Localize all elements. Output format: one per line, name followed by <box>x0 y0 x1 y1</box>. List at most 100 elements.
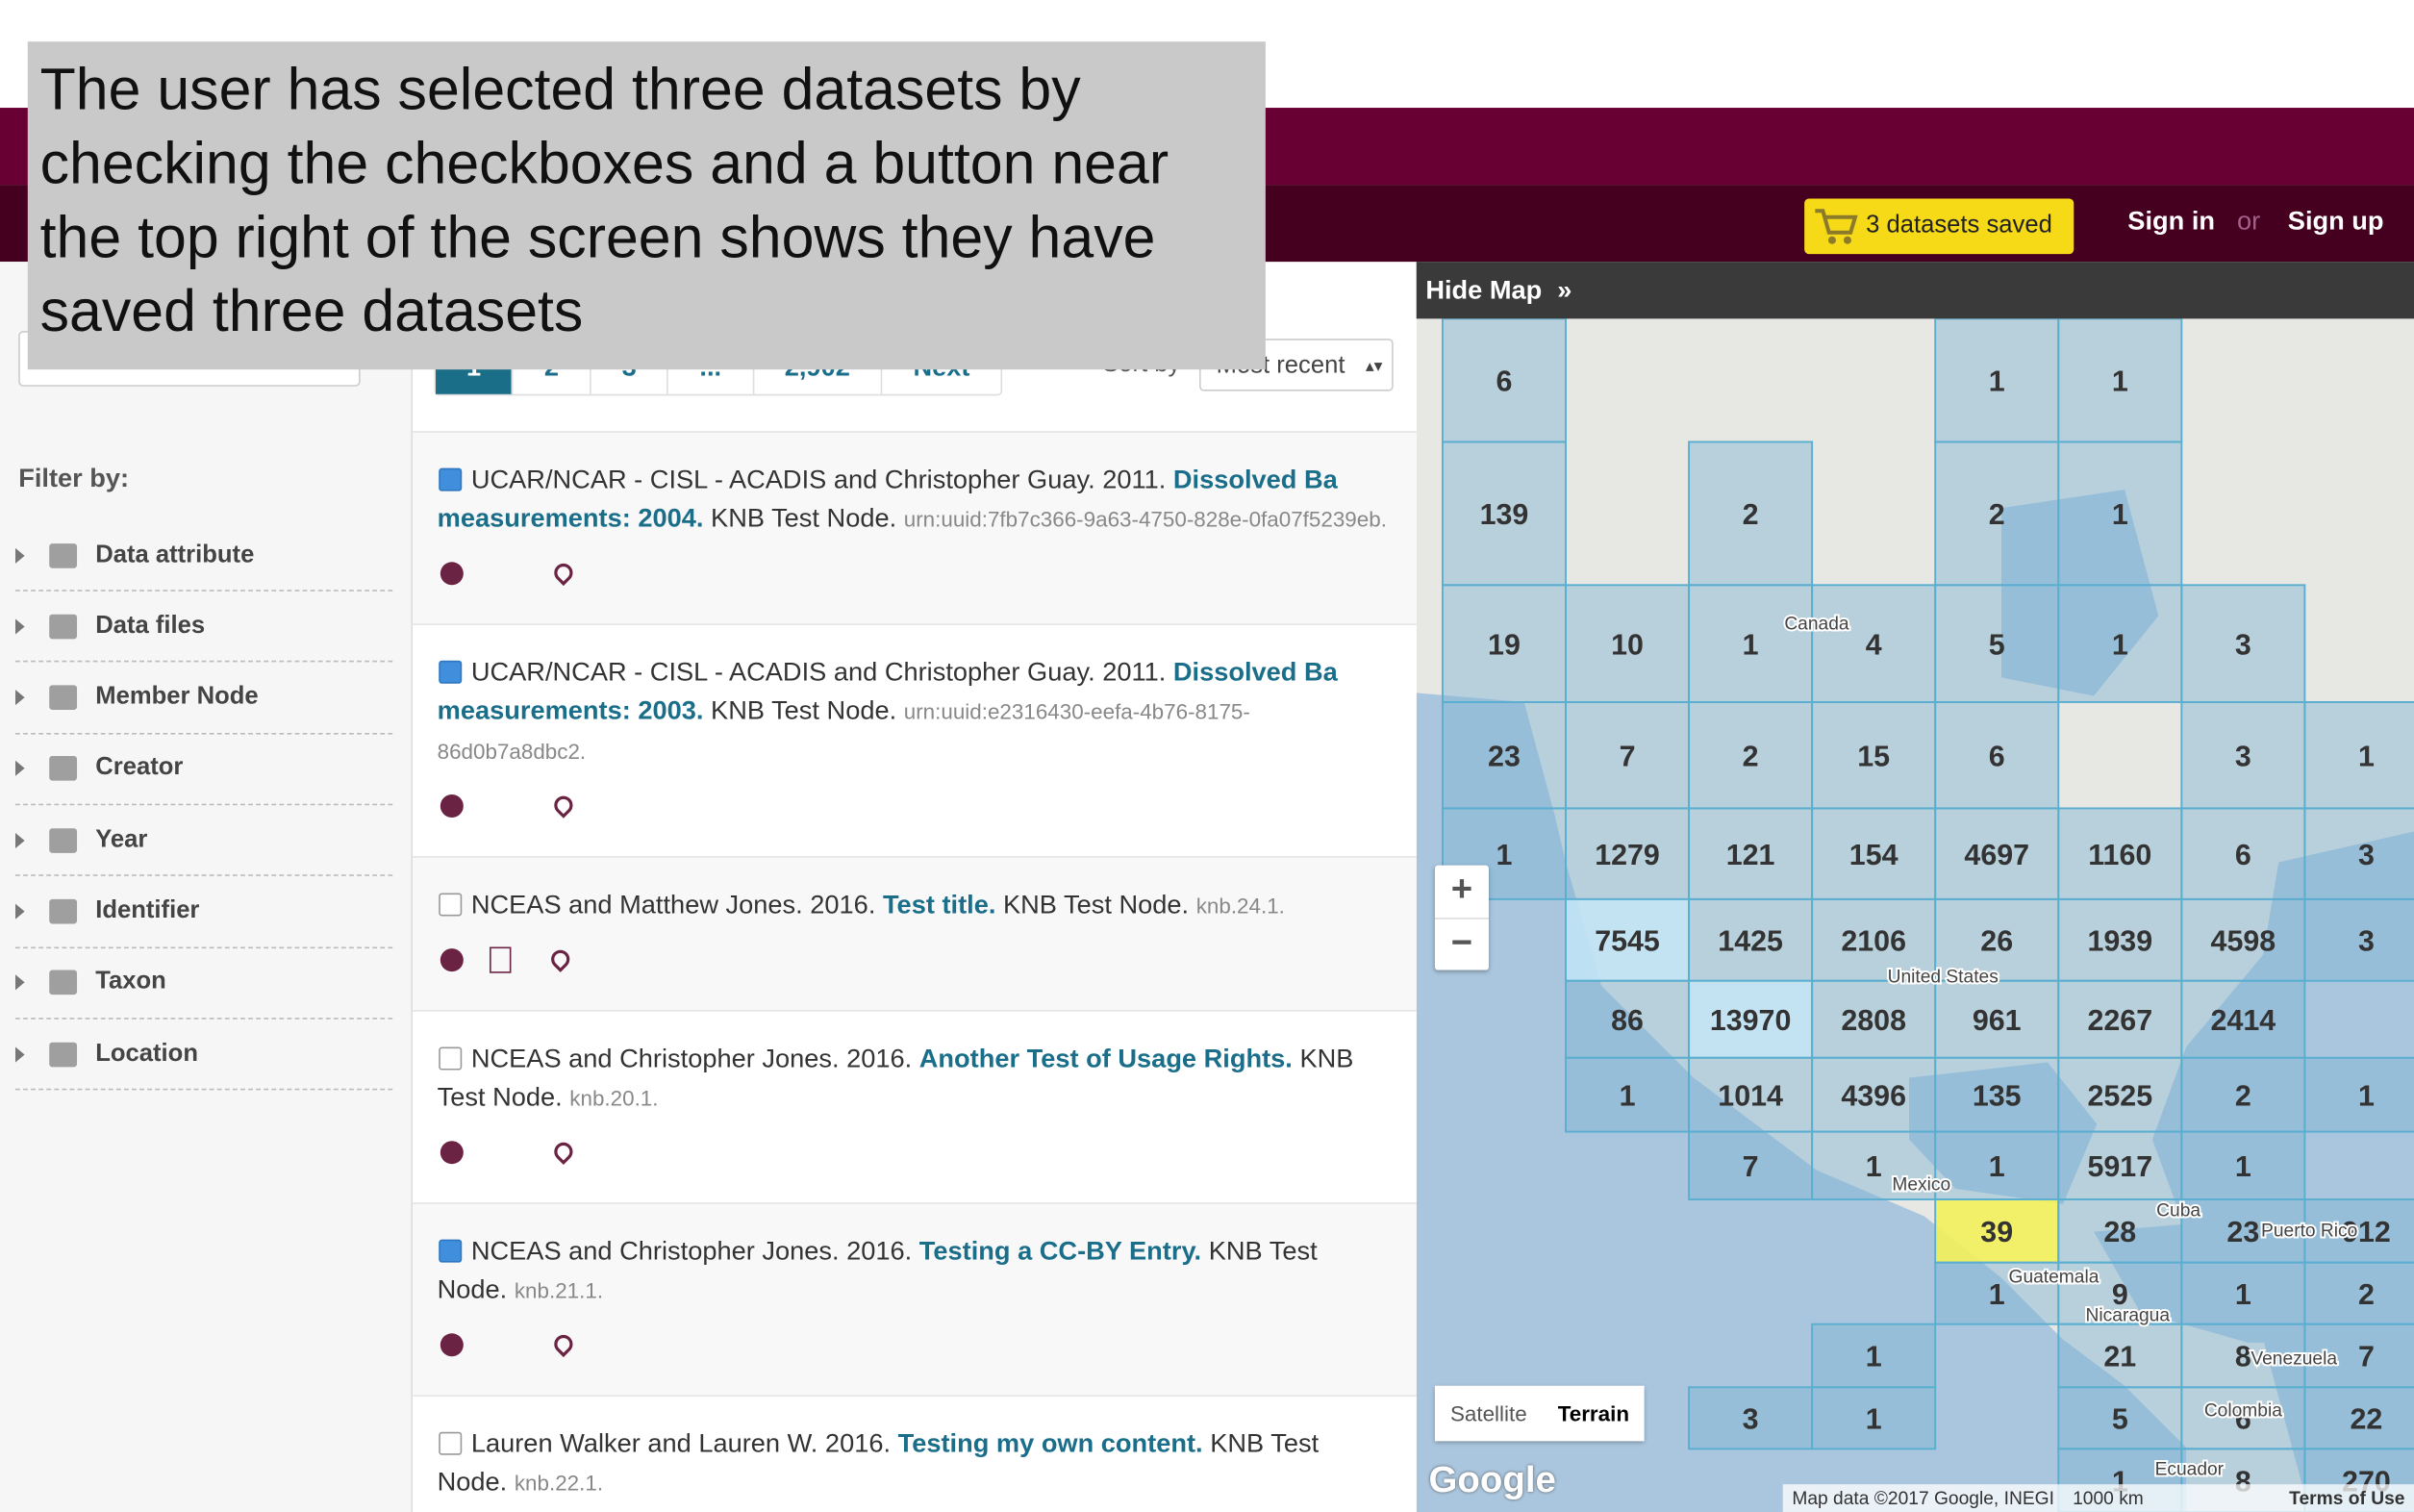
cluster-cell[interactable] <box>1688 1130 1814 1200</box>
filter-item[interactable]: Member Node <box>15 663 393 734</box>
cluster-cell[interactable] <box>1934 897 2060 982</box>
select-checkbox[interactable] <box>439 1046 463 1071</box>
location-icon[interactable] <box>550 792 577 819</box>
cluster-cell[interactable] <box>1441 584 1567 703</box>
cluster-cell[interactable] <box>2303 1323 2414 1389</box>
cluster-cell[interactable] <box>1565 1056 1691 1133</box>
cluster-cell[interactable] <box>2057 1261 2183 1325</box>
info-icon[interactable] <box>440 1140 464 1164</box>
cluster-cell[interactable] <box>2303 897 2414 982</box>
location-icon[interactable] <box>550 1330 577 1358</box>
info-icon[interactable] <box>440 561 464 585</box>
authors: NCEAS and Christopher Jones. 2016. <box>470 1044 913 1073</box>
select-checkbox[interactable] <box>439 467 463 491</box>
cluster-cell[interactable] <box>1811 1056 1937 1133</box>
cluster-cell[interactable] <box>1441 441 1567 587</box>
cluster-cell[interactable] <box>2057 807 2183 900</box>
cluster-cell[interactable] <box>2180 1056 2306 1133</box>
location-icon[interactable] <box>547 945 574 972</box>
cluster-cell[interactable] <box>2057 1130 2183 1200</box>
citation: NCEAS and Matthew Jones. 2016. Test titl… <box>438 885 1392 925</box>
cluster-cell[interactable] <box>2303 701 2414 810</box>
cluster-cell[interactable] <box>2180 1386 2306 1450</box>
hide-map-button[interactable]: Hide Map <box>1425 275 1543 305</box>
cluster-cell[interactable] <box>1688 441 1814 587</box>
location-icon[interactable] <box>550 559 577 587</box>
select-checkbox[interactable] <box>439 1431 463 1455</box>
cluster-cell[interactable] <box>1934 318 2060 443</box>
cluster-cell[interactable] <box>1811 1323 1937 1389</box>
cluster-cell[interactable] <box>2303 1056 2414 1133</box>
zoom-in[interactable]: + <box>1434 866 1489 920</box>
filter-item[interactable]: Creator <box>15 734 393 806</box>
cluster-cell[interactable] <box>1811 979 1937 1059</box>
zoom-out[interactable]: − <box>1450 921 1473 965</box>
cluster-cell[interactable] <box>1934 1198 2060 1264</box>
cluster-cell[interactable] <box>1934 1056 2060 1133</box>
filter-item[interactable]: Identifier <box>15 877 393 948</box>
dataset-title[interactable]: Test title. <box>882 890 996 920</box>
select-arrows: ▴▾ <box>1365 357 1383 376</box>
select-checkbox[interactable] <box>439 660 463 684</box>
cluster-cell[interactable] <box>1688 1056 1814 1133</box>
cluster-cell[interactable] <box>1811 1130 1937 1200</box>
cluster-cell[interactable] <box>1811 897 1937 982</box>
cluster-cell[interactable] <box>1688 807 1814 900</box>
filter-item[interactable]: Data files <box>15 592 393 663</box>
cluster-cell[interactable] <box>1934 701 2060 810</box>
cluster-count: 1279 <box>1595 839 1660 871</box>
cluster-cell[interactable] <box>1811 1386 1937 1450</box>
cluster-cell[interactable] <box>2057 584 2183 703</box>
sign-in-link[interactable]: Sign in <box>2127 206 2216 236</box>
select-checkbox[interactable] <box>439 1239 463 1263</box>
cluster-cell[interactable] <box>2303 1261 2414 1325</box>
dataset-title[interactable]: Testing my own content. <box>897 1428 1203 1458</box>
cluster-cell[interactable] <box>2057 441 2183 587</box>
filter-item[interactable]: Year <box>15 806 393 877</box>
location-icon[interactable] <box>550 1138 577 1165</box>
cluster-cell[interactable] <box>2303 1198 2414 1264</box>
cluster-cell[interactable] <box>1441 701 1567 810</box>
terrain-button[interactable]: Terrain <box>1557 1400 1630 1426</box>
cluster-cell[interactable] <box>2057 1198 2183 1264</box>
info-icon[interactable] <box>440 1332 464 1356</box>
cluster-cell[interactable] <box>2180 1323 2306 1389</box>
filter-item[interactable]: Data attribute <box>15 520 393 592</box>
cluster-cell[interactable] <box>1688 701 1814 810</box>
cluster-cell[interactable] <box>2057 1386 2183 1450</box>
cluster-cell[interactable] <box>2180 897 2306 982</box>
map-bar: Hide Map » <box>1416 262 2414 319</box>
cluster-cell[interactable] <box>1441 318 1567 443</box>
cluster-cell[interactable] <box>1565 979 1691 1059</box>
info-icon[interactable] <box>440 794 464 818</box>
info-icon[interactable] <box>440 947 464 971</box>
dataset-title[interactable]: Another Test of Usage Rights. <box>918 1044 1293 1073</box>
place-label: Puerto Rico <box>2261 1221 2357 1241</box>
cluster-cell[interactable] <box>1688 1386 1814 1450</box>
dataset-title[interactable]: Dissolved Ba measurements: 2003. <box>437 657 1338 725</box>
sign-up-link[interactable]: Sign up <box>2287 206 2384 236</box>
data-file-icon[interactable] <box>490 945 512 972</box>
select-checkbox[interactable] <box>439 893 463 917</box>
cluster-cell[interactable] <box>1565 701 1691 810</box>
cluster-cell[interactable] <box>2180 1130 2306 1200</box>
cart-button[interactable]: 3 datasets saved <box>1804 198 2075 255</box>
cluster-cell[interactable] <box>2057 979 2183 1059</box>
filter-item[interactable]: Taxon <box>15 948 393 1020</box>
satellite-button[interactable]: Satellite <box>1449 1400 1527 1426</box>
cluster-cell[interactable] <box>1688 979 1814 1059</box>
dataset-title[interactable]: Dissolved Ba measurements: 2004. <box>437 465 1338 533</box>
cluster-cell[interactable] <box>1565 807 1691 900</box>
cluster-cell[interactable] <box>2180 584 2306 703</box>
filter-item[interactable]: Location <box>15 1020 393 1091</box>
cluster-cell[interactable] <box>1934 584 2060 703</box>
cluster-cell[interactable] <box>1688 584 1814 703</box>
dataset-title[interactable]: Testing a CC-BY Entry. <box>918 1236 1202 1266</box>
cluster-cell[interactable] <box>1934 1261 2060 1325</box>
terms-link[interactable]: Terms of Use <box>2289 1487 2405 1509</box>
cluster-cell[interactable] <box>2180 807 2306 900</box>
cluster-count: 1 <box>2358 1079 2375 1112</box>
authors: NCEAS and Christopher Jones. 2016. <box>470 1236 913 1266</box>
filter-icon <box>49 827 78 853</box>
cluster-cell[interactable] <box>2180 701 2306 810</box>
